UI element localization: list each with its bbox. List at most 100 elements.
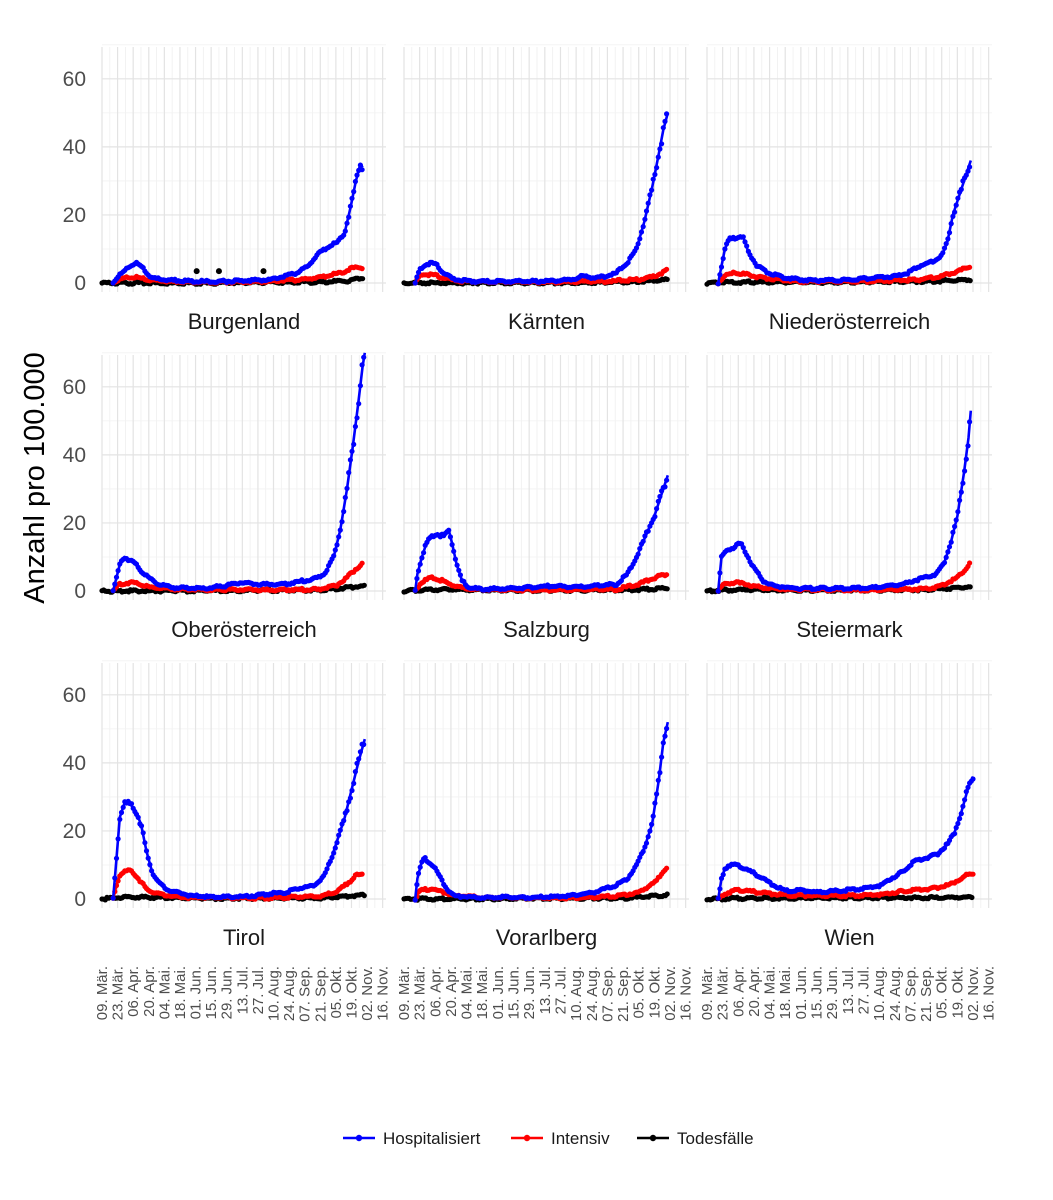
hosp-point — [332, 845, 338, 851]
x-tick-label: 07. Sep. — [297, 966, 314, 1022]
hosp-point — [341, 508, 347, 515]
hosp-point — [361, 741, 367, 748]
panel-steiermark: Steiermark — [704, 352, 992, 642]
y-tick-label: 0 — [74, 272, 86, 295]
panel-wien: Wien — [704, 660, 992, 950]
hosp-point — [344, 485, 350, 491]
hosp-point — [361, 354, 367, 360]
x-tick-label: 20. Apr. — [141, 966, 158, 1017]
panel-tirol: 0 20 40 60 Tirol — [63, 660, 386, 950]
x-tick-label: 16. Nov. — [678, 966, 695, 1021]
hosp-point — [950, 213, 956, 219]
hosp-point — [960, 480, 966, 486]
hosp-point — [664, 477, 670, 483]
hosp-point — [359, 362, 365, 368]
panel-oberösterreich: 0 20 40 60 Oberösterreich — [63, 352, 386, 642]
x-tick-label: 23. Mär. — [715, 966, 732, 1020]
x-tick-label: 24. Aug. — [584, 966, 601, 1021]
death-point — [967, 584, 973, 590]
x-tick-label: 16. Nov. — [375, 966, 392, 1021]
y-tick-label: 20 — [63, 820, 86, 843]
x-axis-labels: 09. Mär.23. Mär.06. Apr.20. Apr.04. Mai.… — [94, 966, 998, 1022]
x-tick-label: 04. Mai. — [762, 966, 779, 1019]
hosp-point — [642, 844, 648, 850]
hosp-point — [344, 808, 350, 814]
y-tick-label: 20 — [63, 512, 86, 535]
x-tick-label: 27. Jul. — [552, 966, 569, 1014]
hosp-point — [643, 840, 650, 846]
x-tick-label: 10. Aug. — [266, 966, 283, 1021]
hosp-point — [655, 777, 661, 783]
x-tick-label: 05. Okt. — [631, 966, 648, 1019]
death-point — [664, 276, 670, 282]
legend-key-point — [649, 1134, 657, 1142]
hosp-point — [957, 497, 963, 503]
death-point — [360, 276, 366, 282]
legend: Hospitalisiert Intensiv Todesfälle — [343, 1129, 754, 1148]
x-tick-label: 01. Jun. — [490, 966, 507, 1019]
icu-point — [967, 264, 973, 270]
x-tick-label: 02. Nov. — [359, 966, 376, 1021]
x-tick-label: 01. Jun. — [793, 966, 810, 1019]
hosp-point — [331, 553, 337, 559]
hosp-point — [417, 864, 423, 870]
hosp-point — [359, 167, 365, 173]
hosp-point — [412, 280, 418, 286]
icu-point — [359, 871, 365, 877]
hosp-point — [715, 895, 721, 901]
hosp-point — [352, 423, 358, 430]
hosp-point — [117, 816, 123, 822]
hosp-point — [351, 189, 357, 195]
hosp-point — [337, 527, 343, 533]
x-tick-label: 15. Jun. — [506, 966, 523, 1019]
hosp-point — [352, 769, 358, 775]
hosp-point — [457, 572, 463, 578]
x-tick-label: 09. Mär. — [396, 966, 413, 1020]
hosp-point — [660, 740, 666, 746]
hosp-point — [113, 855, 120, 861]
hosp-point — [745, 555, 752, 561]
hosp-point — [950, 529, 956, 535]
hosp-point — [349, 195, 355, 201]
hosp-point — [955, 820, 961, 827]
hosp-point — [965, 784, 971, 791]
panel-title: Burgenland — [188, 309, 301, 334]
hosp-point — [655, 154, 661, 160]
x-tick-label: 18. Mai. — [172, 966, 189, 1019]
panel-title: Kärnten — [508, 309, 585, 334]
x-tick-label: 06. Apr. — [125, 966, 142, 1017]
hosp-point — [332, 547, 338, 553]
hosp-point — [946, 230, 953, 236]
hosp-point — [351, 441, 357, 447]
hosp-point — [962, 797, 968, 803]
hosp-point — [970, 776, 976, 782]
hosp-point — [115, 836, 121, 842]
x-tick-label: 27. Jul. — [250, 966, 267, 1014]
hosp-point — [347, 795, 353, 801]
x-tick-label: 09. Mär. — [699, 966, 716, 1020]
hosp-point — [654, 165, 660, 171]
hosp-point — [638, 229, 645, 235]
hosp-point — [953, 202, 959, 208]
hosp-point — [347, 457, 353, 463]
legend-item-death: Todesfälle — [637, 1129, 754, 1148]
hosp-point — [349, 448, 355, 454]
hosp-point — [958, 186, 964, 192]
hosp-point — [717, 570, 723, 576]
hosp-point — [657, 146, 663, 152]
death-point — [969, 894, 975, 901]
x-tick-label: 04. Mai. — [459, 966, 476, 1019]
panel-title: Wien — [824, 925, 874, 950]
legend-label: Intensiv — [551, 1129, 610, 1148]
y-tick-label: 60 — [63, 376, 86, 399]
hosp-point — [953, 517, 959, 523]
death-point — [664, 586, 670, 592]
hosp-point — [654, 791, 660, 797]
hosp-point — [354, 415, 360, 421]
hosp-point — [351, 780, 357, 787]
hosp-point — [662, 484, 668, 490]
hosp-point — [414, 274, 420, 280]
x-tick-label: 23. Mär. — [110, 966, 127, 1020]
hosp-point — [331, 850, 337, 856]
